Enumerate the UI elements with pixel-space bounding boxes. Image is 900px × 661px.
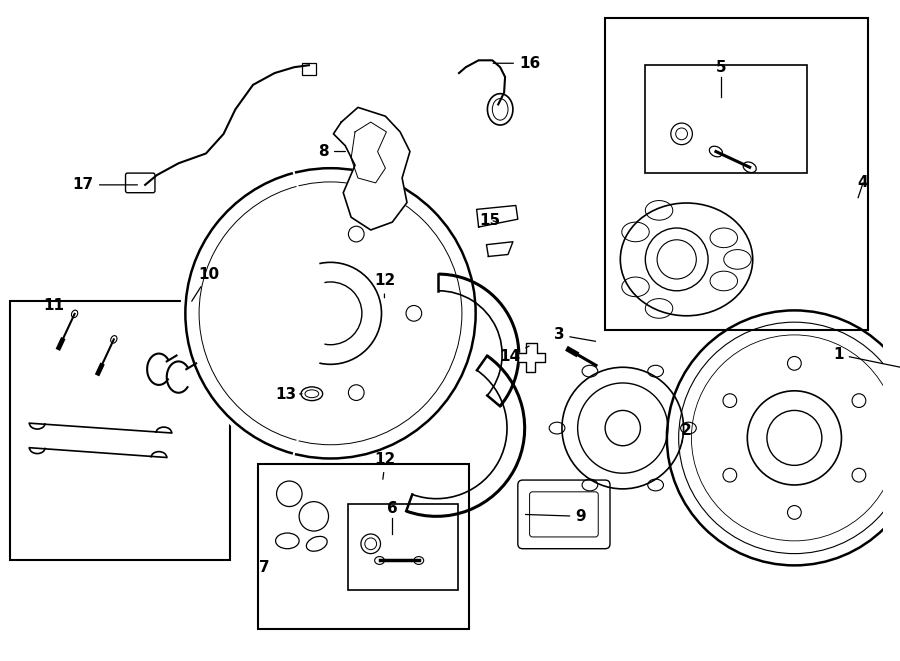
Text: 16: 16 <box>493 56 540 71</box>
Text: 11: 11 <box>43 298 65 313</box>
Bar <box>348 504 458 590</box>
Polygon shape <box>518 343 545 372</box>
Text: 13: 13 <box>275 387 302 403</box>
Bar <box>302 63 316 75</box>
Text: 3: 3 <box>554 327 596 342</box>
Text: 5: 5 <box>716 59 726 75</box>
Polygon shape <box>486 242 513 256</box>
Text: 10: 10 <box>192 266 220 301</box>
Text: 12: 12 <box>374 452 396 479</box>
Text: 2: 2 <box>681 422 692 443</box>
Text: 12: 12 <box>374 274 395 298</box>
Bar <box>258 465 469 629</box>
Bar <box>605 18 868 330</box>
Text: 6: 6 <box>387 501 398 516</box>
Bar <box>645 65 807 173</box>
Text: 9: 9 <box>526 509 586 524</box>
Text: 8: 8 <box>319 144 346 159</box>
Polygon shape <box>333 107 410 230</box>
Polygon shape <box>477 206 517 227</box>
Text: 14: 14 <box>500 346 529 364</box>
Bar <box>10 301 230 561</box>
Text: 4: 4 <box>858 175 868 190</box>
Text: 15: 15 <box>480 213 501 227</box>
Wedge shape <box>183 171 330 456</box>
Text: 7: 7 <box>259 560 270 575</box>
Text: 1: 1 <box>833 347 900 369</box>
Text: 17: 17 <box>73 177 138 192</box>
